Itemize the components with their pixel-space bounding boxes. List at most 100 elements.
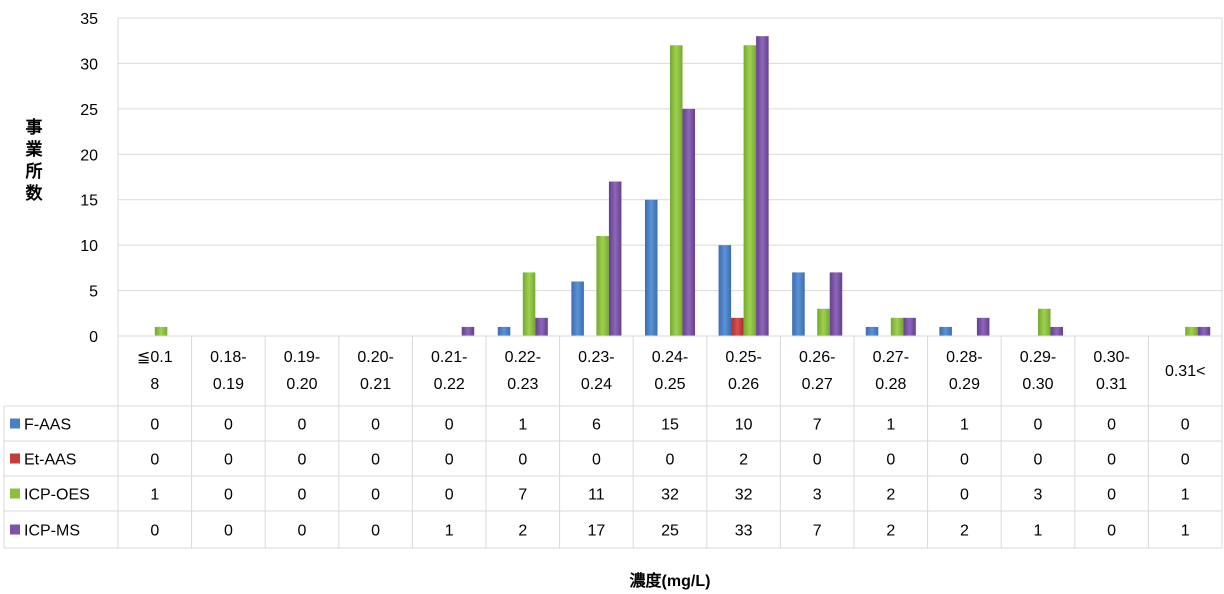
x-category-label: 0.27 <box>802 376 833 393</box>
table-cell-value: 33 <box>735 523 753 540</box>
table-cell-value: 10 <box>735 417 753 434</box>
bar-icp-oes-14 <box>1185 326 1198 336</box>
x-category-label: 0.19- <box>284 349 320 366</box>
y-tick-label: 5 <box>89 284 98 301</box>
y-axis-label-char: 業 <box>26 139 43 159</box>
table-cell-value: 0 <box>592 452 601 469</box>
bar-icp-ms-7 <box>682 108 696 336</box>
table-cell-value: 0 <box>224 417 233 434</box>
table-cell-value: 3 <box>1034 487 1043 504</box>
bar-icp-oes-8 <box>743 45 757 336</box>
x-category-label: 0.21- <box>431 349 467 366</box>
table-cell-value: 0 <box>960 487 969 504</box>
x-category-label: 0.30 <box>1022 376 1053 393</box>
table-cell-value: 0 <box>1034 452 1043 469</box>
x-category-label: 0.21 <box>360 376 391 393</box>
bar-icp-ms-11 <box>976 317 990 336</box>
x-category-label: 0.22- <box>505 349 541 366</box>
x-category-label: 0.20 <box>286 376 317 393</box>
y-tick-label: 0 <box>89 329 98 346</box>
bar-icp-ms-9 <box>829 272 843 336</box>
bar-icp-ms-14 <box>1197 326 1211 336</box>
table-cell-value: 1 <box>518 417 527 434</box>
table-cell-value: 0 <box>813 452 822 469</box>
table-cell-value: 0 <box>886 452 895 469</box>
bar-icp-oes-6 <box>596 236 609 336</box>
table-cell-value: 7 <box>813 523 822 540</box>
table-cell-value: 2 <box>886 523 895 540</box>
bar-icp-oes-9 <box>817 308 830 336</box>
bar-icp-ms-12 <box>1050 326 1064 336</box>
x-category-label: 0.20- <box>357 349 393 366</box>
bar-icp-oes-12 <box>1038 308 1051 336</box>
y-tick-label: 15 <box>80 193 98 210</box>
legend-label: ICP-MS <box>24 523 80 540</box>
bar-f-aas-7 <box>644 199 658 336</box>
x-category-label: 0.30- <box>1093 349 1129 366</box>
data-table: ≦0.1 8 0.18- 0.19 0.19- 0.20 0.20- 0.21 0.21- 0.2… <box>3 335 1223 549</box>
bar-icp-oes-10 <box>890 317 904 336</box>
x-category-label: 0.27- <box>873 349 909 366</box>
x-category-label: 8 <box>150 376 159 393</box>
table-cell-value: 0 <box>150 523 159 540</box>
y-axis-ticks: 0 5 10 15 20 25 30 35 <box>80 11 98 346</box>
legend-swatch-icp-oes <box>10 488 20 499</box>
legend-label: F-AAS <box>24 417 71 434</box>
y-axis-label-char: 所 <box>26 162 43 181</box>
table-cell-value: 7 <box>518 487 527 504</box>
legend-swatch-f-aas <box>10 418 20 429</box>
x-category-label: 0.23- <box>578 349 614 366</box>
x-category-label: 0.28- <box>946 349 982 366</box>
x-category-label: ≦0.1 <box>137 349 173 366</box>
x-category-label: 0.26 <box>728 376 759 393</box>
bar-icp-ms-5 <box>535 317 548 336</box>
table-cell-value: 0 <box>445 487 454 504</box>
bar-f-aas-8 <box>718 245 732 336</box>
table-cell-value: 0 <box>371 523 380 540</box>
bar-icp-ms-10 <box>903 317 916 336</box>
y-tick-label: 30 <box>80 56 98 73</box>
bar-icp-oes-7 <box>670 45 683 336</box>
legend-label: Et-AAS <box>24 452 76 469</box>
x-axis-label: 濃度(mg/L) <box>630 571 711 590</box>
table-cell-value: 0 <box>224 487 233 504</box>
table-cell-value: 7 <box>813 417 822 434</box>
table-cell-value: 0 <box>666 452 675 469</box>
table-cell-value: 0 <box>1107 523 1116 540</box>
bar-icp-oes-0 <box>154 326 168 336</box>
table-cell-value: 0 <box>298 417 307 434</box>
table-cell-value: 1 <box>886 417 895 434</box>
table-cell-value: 6 <box>592 417 601 434</box>
table-cell-value: 1 <box>1181 487 1190 504</box>
x-category-label: 0.31< <box>1165 363 1205 380</box>
y-tick-label: 20 <box>80 147 98 164</box>
bar-f-aas-11 <box>939 326 952 336</box>
x-category-label: 0.23 <box>507 376 538 393</box>
table-cell-value: 1 <box>1181 523 1190 540</box>
bar-icp-ms-6 <box>608 181 622 336</box>
table-cell-value: 2 <box>886 487 895 504</box>
x-category-label: 0.25- <box>725 349 761 366</box>
table-cell-value: 0 <box>298 487 307 504</box>
table-cell-value: 0 <box>150 452 159 469</box>
table-cell-value: 0 <box>371 487 380 504</box>
table-cell-value: 1 <box>960 417 969 434</box>
table-cell-value: 0 <box>1181 452 1190 469</box>
table-cell-value: 2 <box>518 523 527 540</box>
y-tick-label: 35 <box>80 11 98 28</box>
table-cell-value: 1 <box>150 487 159 504</box>
bar-et-aas-8 <box>731 317 744 336</box>
bar-f-aas-5 <box>497 326 511 336</box>
table-cell-value: 15 <box>661 417 679 434</box>
legend-label: ICP-OES <box>24 487 90 504</box>
table-cell-value: 0 <box>150 417 159 434</box>
table-cell-value: 25 <box>661 523 679 540</box>
bar-icp-oes-5 <box>522 272 536 336</box>
table-cell-value: 0 <box>371 452 380 469</box>
table-cell-value: 0 <box>224 523 233 540</box>
table-cell-value: 32 <box>661 487 679 504</box>
x-category-label: 0.18- <box>210 349 246 366</box>
x-category-label: 0.25 <box>654 376 685 393</box>
x-category-label: 0.26- <box>799 349 835 366</box>
